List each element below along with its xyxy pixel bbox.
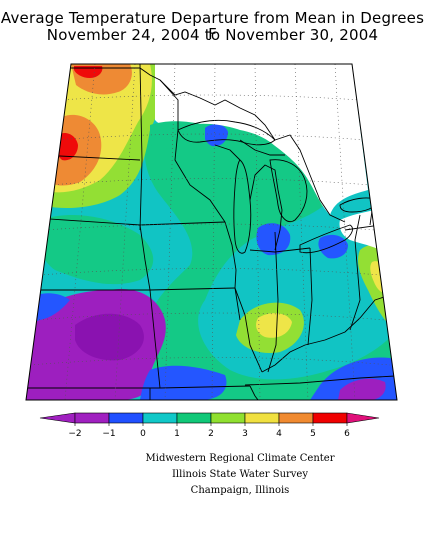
field-blue-mi (256, 223, 291, 256)
legend-tick-label: 0 (140, 429, 146, 439)
legend-swatch (74, 412, 110, 424)
lat-long-grid (29, 64, 391, 400)
field-green-west (38, 215, 154, 285)
legend-swatch (142, 412, 178, 424)
legend-tick-label: 2 (208, 429, 214, 439)
legend-swatch (312, 412, 348, 424)
field-blue-s (140, 365, 227, 400)
legend-tick-label: 5 (310, 429, 316, 439)
legend-tick-label: 6 (344, 429, 350, 439)
credit-survey: Illinois State Water Survey (171, 469, 308, 480)
field-ne-nodata (339, 210, 380, 250)
map-title: Average Temperature Departure from Mean … (0, 9, 425, 43)
legend-swatch (244, 412, 280, 424)
credit-location: Champaign, Illinois (190, 485, 290, 496)
field-red-n (74, 66, 103, 78)
map-date-range: November 24, 2004 to November 30, 2004 (46, 26, 379, 44)
field-purple-se (338, 378, 386, 400)
legend-tick-label: −2 (68, 429, 81, 439)
legend-arrow-high (346, 412, 380, 424)
field-blue-ontario (318, 234, 348, 259)
legend-tick-label: 4 (276, 429, 282, 439)
legend-swatch (108, 412, 144, 424)
field-purple-core (75, 313, 144, 361)
legend-bar (39, 412, 380, 424)
legend-swatch (210, 412, 246, 424)
legend-tick-label: 3 (242, 429, 248, 439)
map-frame (25, 63, 398, 401)
legend-tick-label: −1 (102, 429, 115, 439)
legend-swatch (278, 412, 314, 424)
credit-center: Midwestern Regional Climate Center (145, 453, 335, 464)
legend-ticks: −2 −1 0 1 2 3 4 5 6 (68, 423, 350, 439)
great-lakes (177, 119, 379, 254)
legend-swatch (176, 412, 212, 424)
field-yellow-south (256, 313, 292, 338)
legend-tick-label: 1 (174, 429, 180, 439)
legend-arrow-low (39, 412, 76, 424)
